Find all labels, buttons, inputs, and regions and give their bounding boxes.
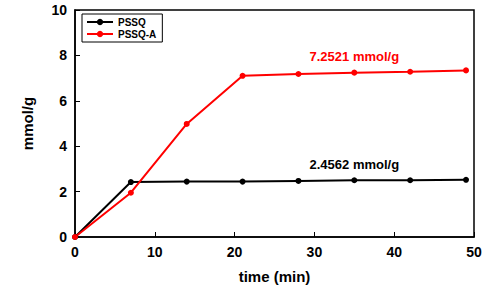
svg-text:10: 10 [147,244,163,260]
svg-text:50: 50 [466,244,482,260]
svg-text:6: 6 [59,93,67,109]
svg-text:4: 4 [59,138,67,154]
svg-text:8: 8 [59,47,67,63]
svg-text:PSSQ: PSSQ [118,17,146,28]
svg-text:0: 0 [59,229,67,245]
svg-text:PSSQ-A: PSSQ-A [118,29,156,40]
svg-text:10: 10 [51,2,67,18]
svg-text:2.4562 mmol/g: 2.4562 mmol/g [309,157,399,172]
svg-text:30: 30 [307,244,323,260]
svg-text:mmol/g: mmol/g [19,97,36,150]
svg-text:20: 20 [227,244,243,260]
svg-text:2: 2 [59,184,67,200]
svg-text:7.2521 mmol/g: 7.2521 mmol/g [309,49,399,64]
svg-text:0: 0 [71,244,79,260]
svg-text:40: 40 [386,244,402,260]
svg-text:time (min): time (min) [239,268,311,285]
